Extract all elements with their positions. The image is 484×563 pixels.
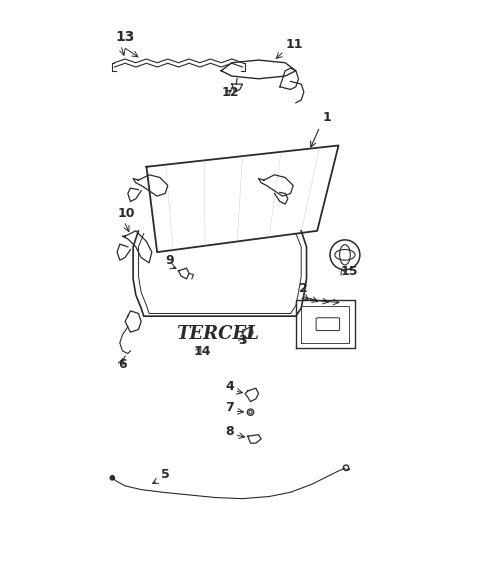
Text: 10: 10 [117, 208, 135, 221]
Text: TERCEL: TERCEL [175, 325, 258, 343]
Text: 15: 15 [339, 265, 357, 278]
Text: 6: 6 [119, 359, 127, 372]
Text: 8: 8 [225, 425, 234, 437]
Text: 5: 5 [161, 468, 170, 481]
Text: 12: 12 [221, 86, 238, 99]
Text: 3: 3 [238, 334, 246, 347]
Text: 13: 13 [115, 30, 135, 44]
Text: 1: 1 [322, 111, 331, 124]
Text: 11: 11 [285, 38, 302, 51]
Text: 7: 7 [225, 401, 234, 414]
Text: 14: 14 [193, 345, 211, 358]
Text: 4: 4 [225, 380, 234, 393]
Text: 2: 2 [298, 282, 307, 295]
Circle shape [110, 476, 114, 480]
Text: 9: 9 [165, 254, 173, 267]
